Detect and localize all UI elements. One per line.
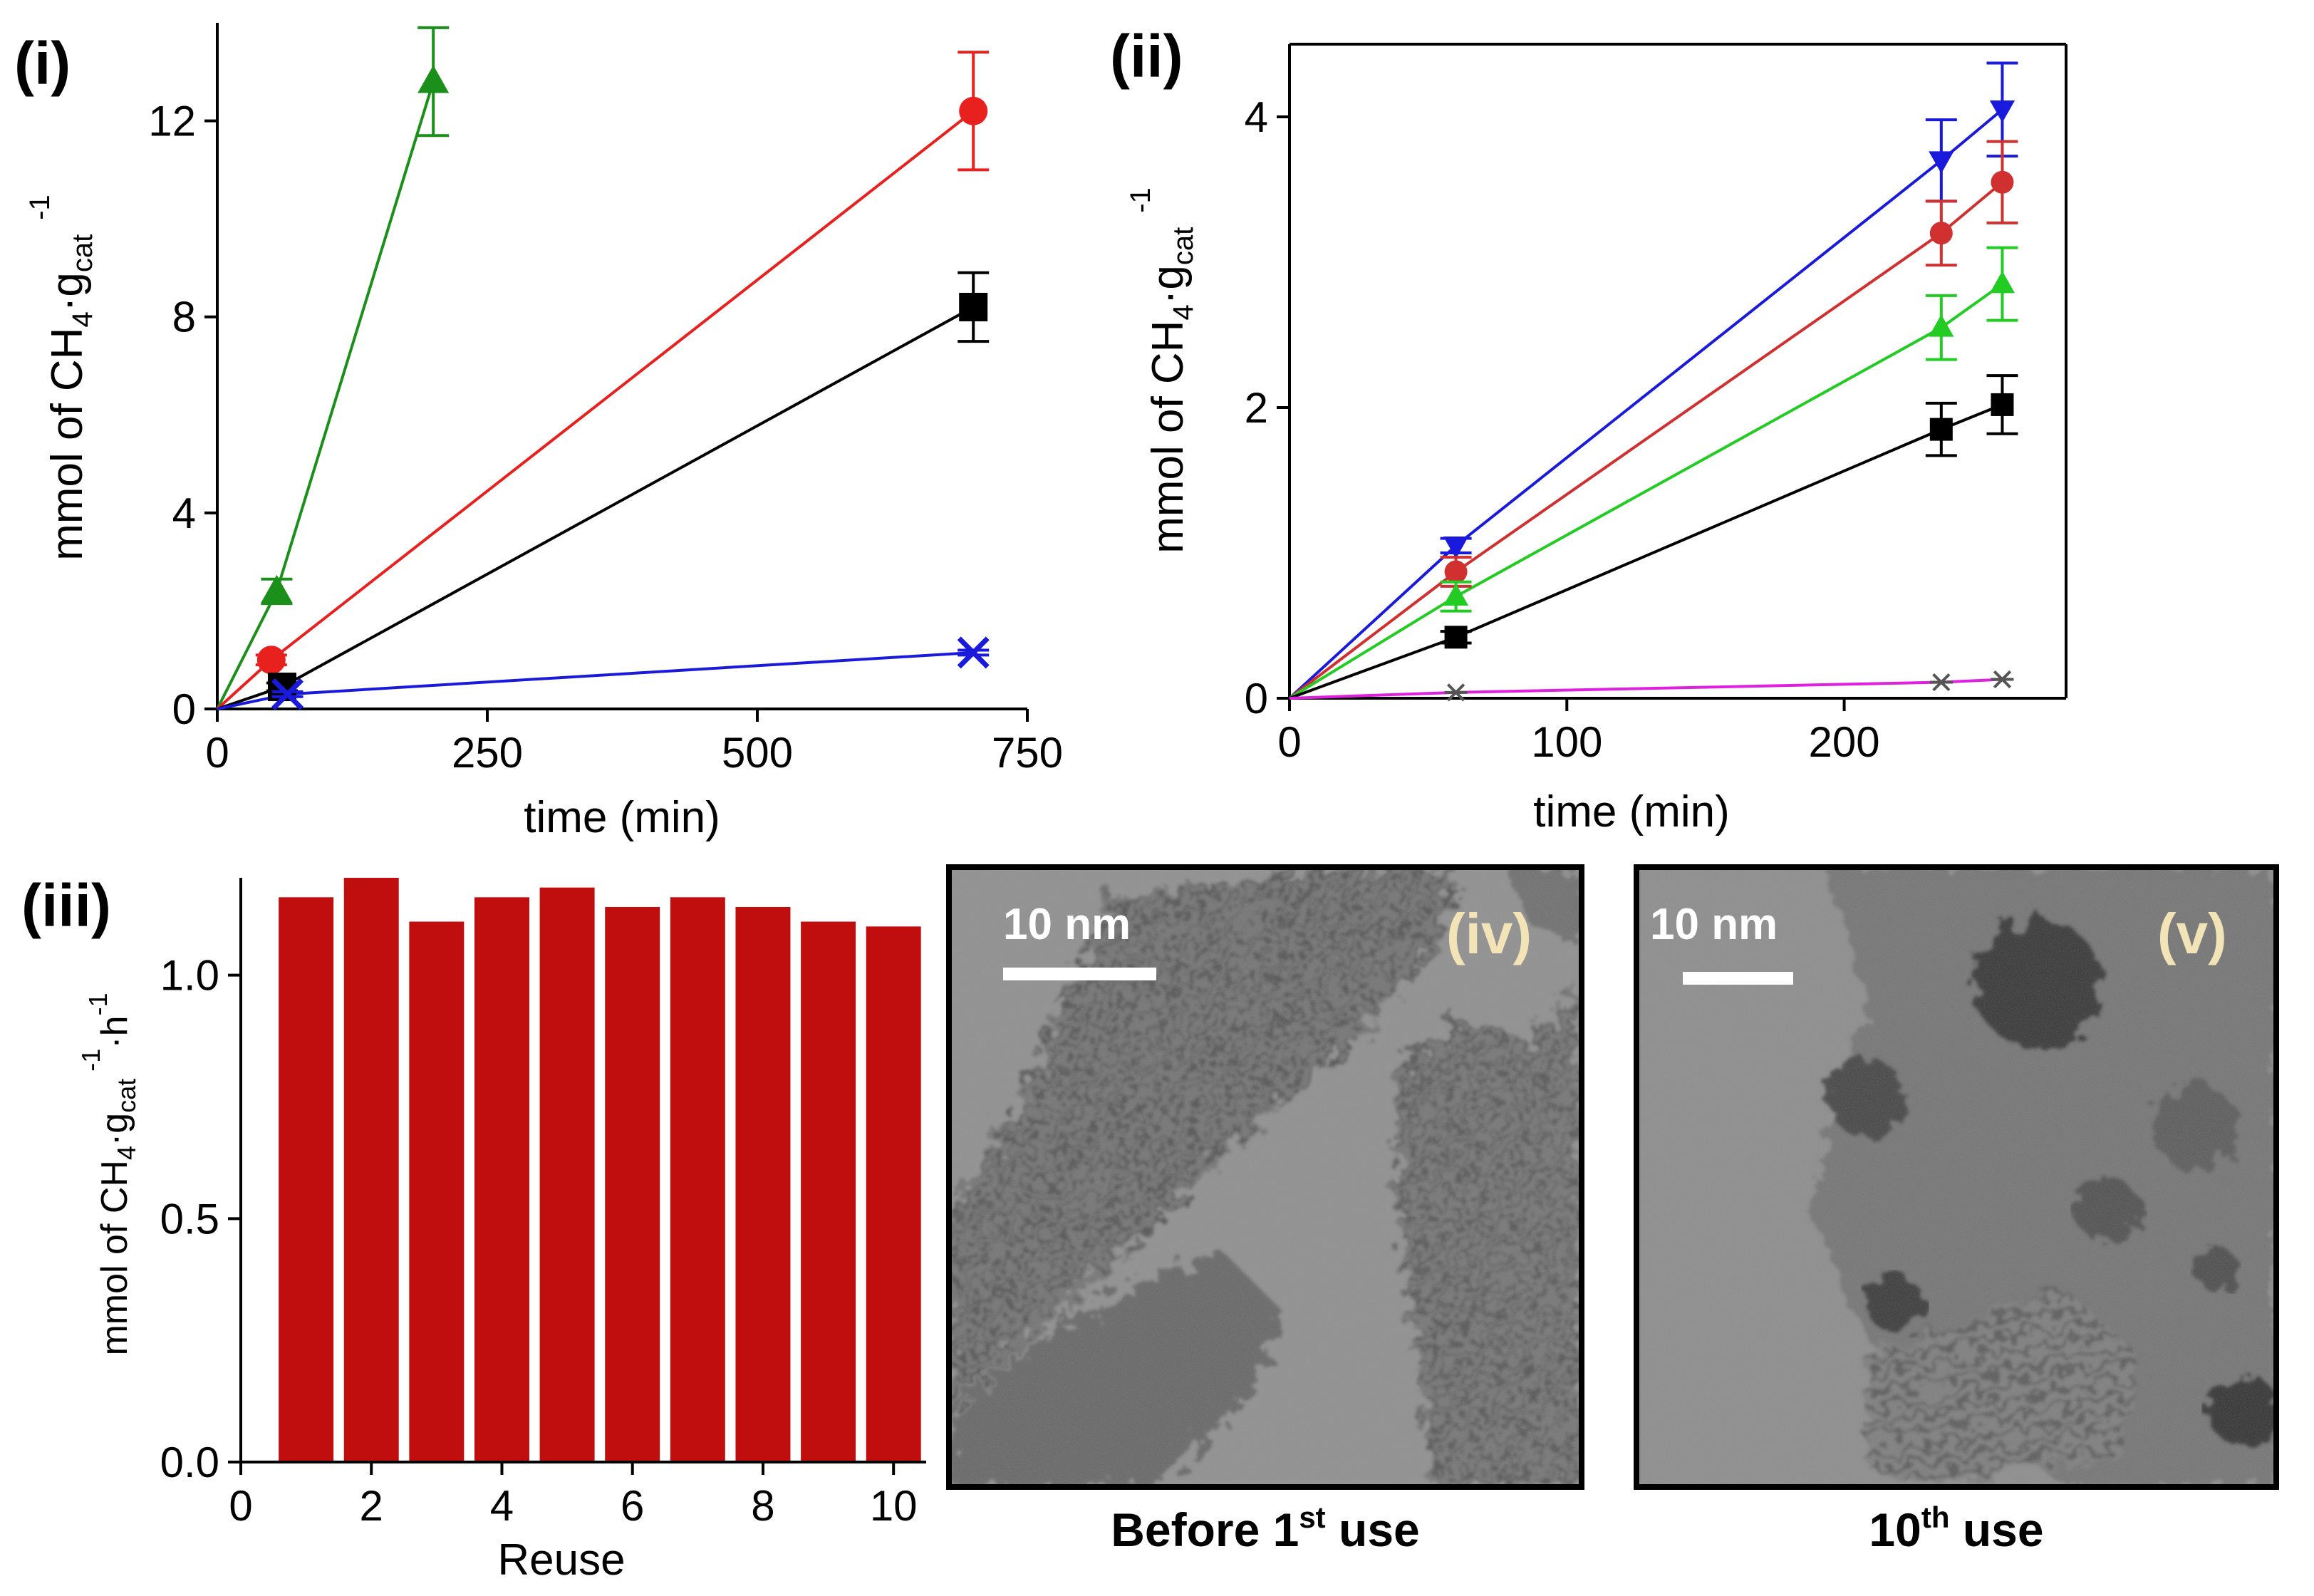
chart-panel-ii: (ii) 0 100 200 0 2 4 time (min) mmol of CH4·g… (1110, 23, 2067, 836)
axes-ii: 0 100 200 0 2 4 (1245, 43, 2067, 766)
y-axis-title-iii: mmol of CH4·gcat-1·h-1 (76, 993, 141, 1355)
panel-label-ii: (ii) (1110, 23, 1183, 90)
x-tick-label-i: 250 (452, 729, 523, 777)
axes-i: 0 250 500 750 0 4 8 12 (148, 23, 1063, 777)
chart-panel-iii: (iii) 0 2 4 6 8 10 0.0 0.5 1.0 Reuse mmol of CH4… (21, 872, 926, 1585)
series-line-blue (1288, 108, 2003, 700)
data-point-blue (1989, 100, 2015, 123)
bar-reuse-9 (801, 921, 856, 1462)
x-tick-label-iii: 10 (870, 1482, 918, 1530)
series-line-red (1288, 181, 2003, 700)
x-axis-title-i: time (min) (524, 793, 720, 842)
y-tick-label-ii: 0 (1245, 675, 1268, 722)
x-tick-label-iii: 0 (229, 1482, 252, 1530)
data-point-black (1991, 393, 2014, 416)
bars-iii (279, 878, 921, 1462)
tem-label-v: (v) (2157, 902, 2227, 965)
scale-bar-label-iv: 10 nm (1003, 900, 1131, 949)
series-line-green (216, 81, 435, 710)
data-point-blue (1929, 151, 1954, 174)
series-line-magenta (1289, 678, 2003, 700)
data-point-black (1929, 418, 1953, 441)
data-point-green (261, 574, 293, 603)
series-line-green (1288, 282, 2003, 700)
marks-ii (1288, 61, 2018, 702)
bar-reuse-1 (279, 897, 334, 1462)
panel-label-iii: (iii) (21, 872, 111, 939)
chart-panel-i: (i) 0 250 500 750 0 4 8 12 time (min) mmol of C… (14, 23, 1063, 842)
series-line-red (216, 110, 975, 710)
scale-bar-label-v: 10 nm (1650, 900, 1778, 949)
data-point-black (959, 292, 988, 321)
y-axis-title-ii: mmol of CH4·gcat-1 (1125, 187, 1199, 554)
x-tick-label-ii: 0 (1277, 718, 1301, 766)
x-tick-label-iii: 4 (490, 1482, 514, 1530)
panel-label-i: (i) (14, 30, 71, 97)
data-point-red (256, 646, 286, 675)
x-tick-label-ii: 200 (1809, 718, 1880, 766)
tem-frame-v (1634, 864, 2279, 1490)
y-tick-label-i: 4 (172, 489, 196, 537)
tem-caption-v: 10th use (1869, 1501, 2043, 1556)
data-point-green (1929, 314, 1954, 337)
data-point-green (1443, 583, 1469, 606)
x-tick-label-iii: 6 (621, 1482, 644, 1530)
y-tick-label-i: 0 (172, 685, 196, 733)
data-point-green (417, 65, 450, 93)
x-tick-label-i: 0 (205, 729, 229, 777)
x-tick-label-iii: 2 (360, 1482, 383, 1530)
data-point-magenta (1991, 670, 2014, 689)
bar-reuse-7 (670, 897, 725, 1462)
bar-reuse-4 (474, 897, 529, 1462)
x-tick-label-iii: 8 (751, 1482, 774, 1530)
series-line-black (217, 306, 975, 710)
y-axis-title-i: mmol of CH4·gcat-1 (24, 195, 98, 561)
tem-image-before-first-use: 10 nm (iv) Before 1st use (946, 864, 1584, 1556)
tem-frame-iv (946, 864, 1584, 1490)
marks-i (216, 26, 990, 710)
y-tick-label-ii: 2 (1245, 384, 1268, 432)
series-line-black (1289, 403, 2003, 700)
tem-caption-iv: Before 1st use (1111, 1501, 1420, 1556)
data-point-green (1989, 271, 2015, 294)
bar-reuse-3 (409, 921, 465, 1462)
data-point-blue (957, 636, 990, 669)
data-point-red (1991, 170, 2014, 194)
scale-bar-iv (1003, 968, 1156, 980)
bar-reuse-10 (866, 926, 921, 1462)
y-tick-label-iii: 1.0 (160, 952, 219, 1000)
data-point-magenta (1929, 673, 1953, 692)
data-point-black (1444, 626, 1468, 649)
data-point-blue (271, 678, 304, 710)
bar-reuse-8 (735, 907, 791, 1462)
data-point-magenta (1444, 683, 1468, 702)
x-axis-title-iii: Reuse (497, 1535, 625, 1585)
x-axis-title-ii: time (min) (1533, 787, 1730, 836)
data-point-red (1929, 222, 1953, 245)
y-tick-label-i: 12 (148, 98, 196, 145)
axes-iii: 0 2 4 6 8 10 0.0 0.5 1.0 (160, 878, 926, 1530)
y-tick-label-iii: 0.0 (160, 1439, 219, 1486)
data-point-red (1444, 560, 1468, 584)
bar-reuse-5 (539, 887, 595, 1462)
tem-image-tenth-use: 10 nm (v) 10th use (1634, 864, 2279, 1556)
y-tick-label-ii: 4 (1245, 93, 1268, 141)
x-tick-label-i: 750 (992, 729, 1063, 777)
x-tick-label-i: 500 (722, 729, 793, 777)
scale-bar-v (1683, 972, 1793, 985)
y-tick-label-i: 8 (172, 294, 196, 341)
x-tick-label-ii: 100 (1531, 718, 1602, 766)
bar-reuse-6 (605, 907, 660, 1462)
y-tick-label-iii: 0.5 (160, 1195, 219, 1243)
bar-reuse-2 (343, 878, 399, 1462)
data-point-red (959, 96, 988, 125)
tem-label-iv: (iv) (1446, 902, 1532, 965)
data-point-blue (1443, 537, 1469, 559)
